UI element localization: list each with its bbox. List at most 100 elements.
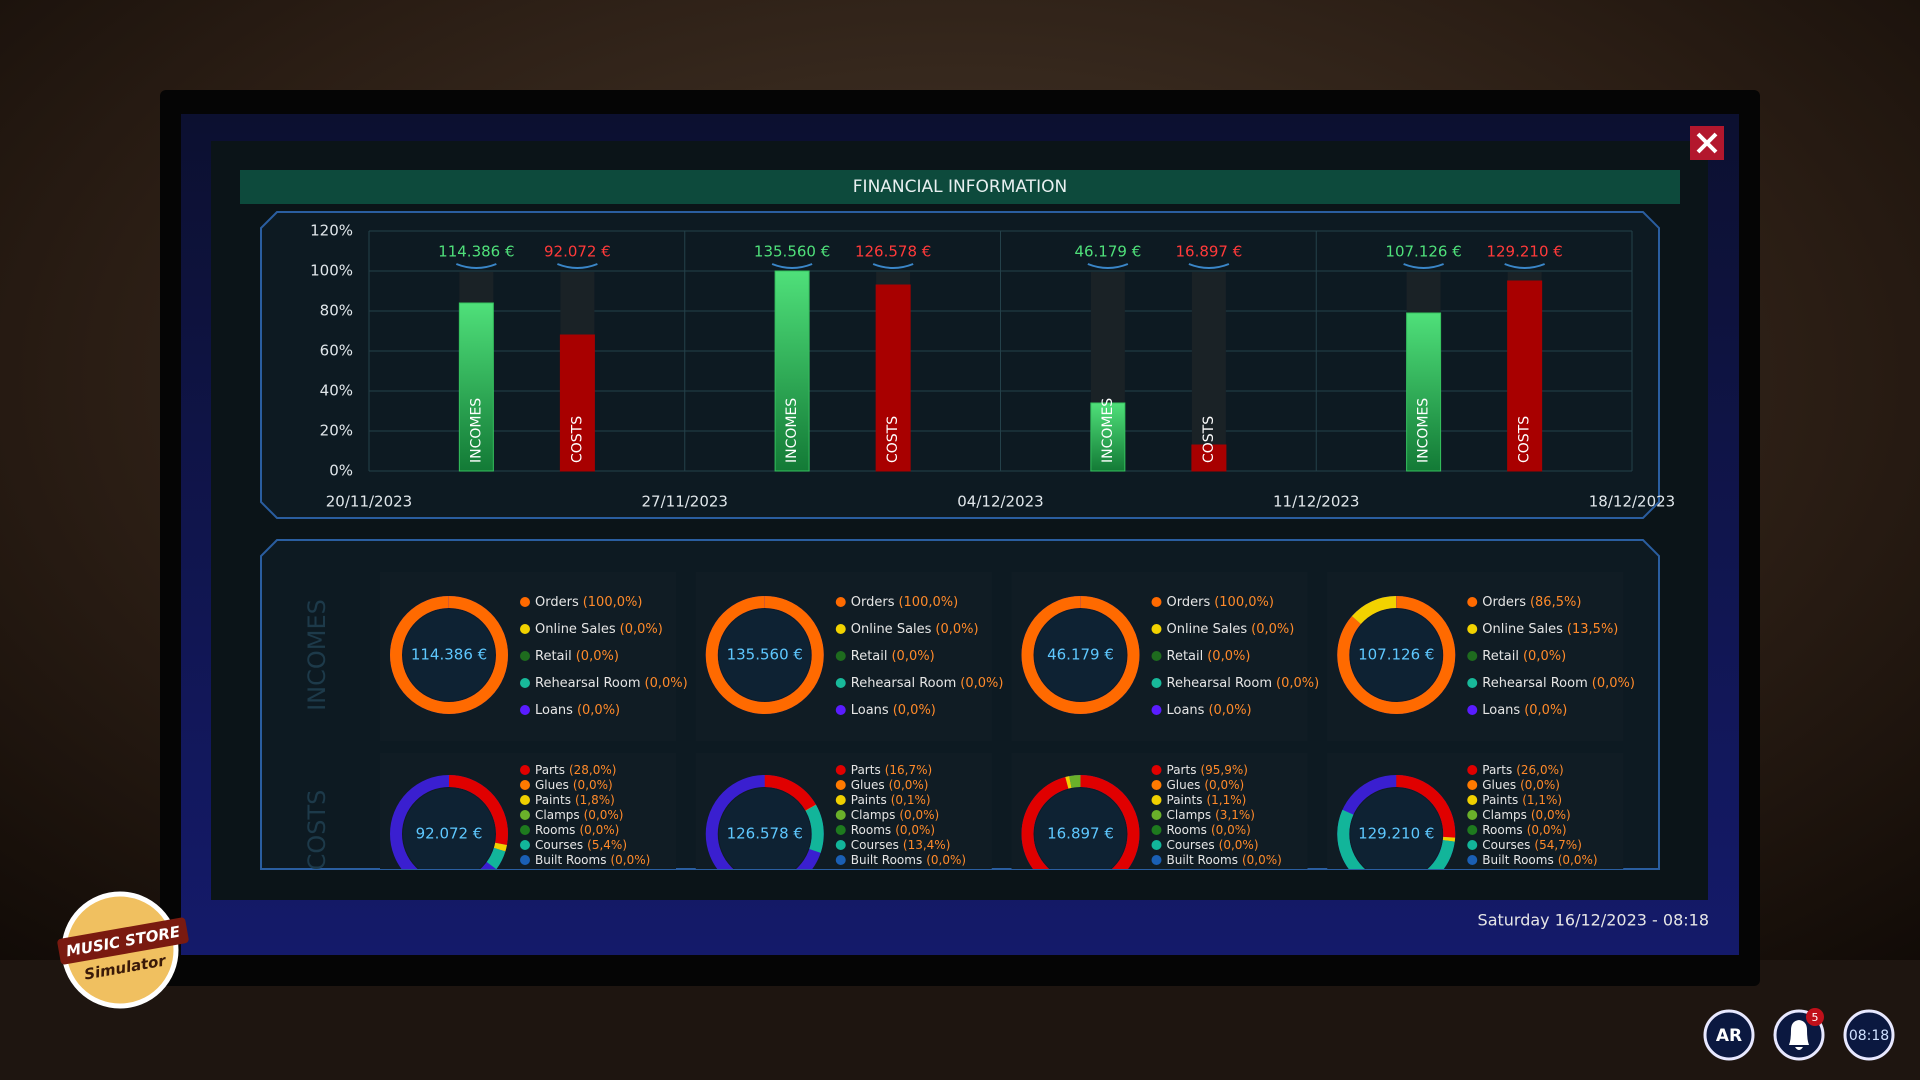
legend-name: Courses [1482, 838, 1530, 852]
legend-share: (13,4%) [903, 838, 950, 852]
x-tick-label: 04/12/2023 [957, 493, 1043, 511]
legend-name: Online Sales [851, 622, 932, 637]
legend-share: (1,1%) [1522, 793, 1562, 807]
legend-share: (0,1%) [891, 793, 931, 807]
costs-bar-label: COSTS [1517, 416, 1533, 463]
y-tick-label: 0% [329, 462, 353, 480]
y-tick-label: 60% [320, 342, 353, 360]
legend-dot [835, 855, 846, 865]
legend-entry: Rehearsal Room (0,0%) [851, 676, 1004, 691]
clock-button[interactable] [1843, 1009, 1895, 1061]
legend-name: Orders [535, 595, 579, 610]
x-tick-label: 27/11/2023 [642, 493, 728, 511]
header-bar [240, 170, 1680, 204]
legend-entry: Paints (1,1%) [1167, 793, 1247, 807]
legend-name: Loans [535, 703, 573, 718]
x-tick-label: 20/11/2023 [326, 493, 412, 511]
legend-share: (0,0%) [579, 823, 619, 837]
legend-dot [835, 705, 846, 715]
ar-label[interactable]: AR [1716, 1026, 1742, 1046]
incomes-bar [774, 270, 810, 472]
legend-name: Courses [1167, 838, 1215, 852]
legend-name: Loans [1167, 703, 1205, 718]
legend-share: (1,8%) [575, 793, 615, 807]
legend-entry: Built Rooms (0,0%) [535, 853, 650, 867]
legend-name: Parts [1167, 763, 1197, 777]
legend-share: (0,0%) [1592, 676, 1635, 691]
legend-share: (0,0%) [893, 703, 936, 718]
legend-entry: Rooms (0,0%) [1167, 823, 1251, 837]
close-button[interactable] [1690, 126, 1724, 160]
incomes-amount: 135.560 € [754, 243, 830, 261]
legend-entry: Loans (0,0%) [1167, 703, 1252, 718]
incomes-amount: 107.126 € [1385, 243, 1461, 261]
legend-dot [520, 810, 530, 820]
y-tick-label: 40% [320, 382, 353, 400]
legend-entry: Built Rooms (0,0%) [1482, 853, 1597, 867]
legend-entry: Orders (100,0%) [535, 595, 642, 610]
legend-entry: Orders (100,0%) [1167, 595, 1274, 610]
bell-icon[interactable] [1789, 1020, 1809, 1050]
legend-name: Online Sales [1167, 622, 1248, 637]
legend-dot [1151, 810, 1162, 820]
legend-dot [520, 705, 530, 715]
legend-entry: Clamps (0,0%) [535, 808, 623, 822]
legend-dot [1467, 678, 1478, 688]
x-tick-label: 11/12/2023 [1273, 493, 1359, 511]
legend-share: (0,0%) [620, 622, 663, 637]
legend-share: (0,0%) [573, 778, 613, 792]
legend-share: (0,0%) [1242, 853, 1282, 867]
legend-name: Built Rooms [1167, 853, 1238, 867]
donut-segment [705, 775, 824, 869]
legend-share: (0,0%) [1524, 703, 1567, 718]
incomes-bar [1090, 402, 1126, 472]
legend-name: Retail [1482, 649, 1519, 664]
legend-share: (0,0%) [899, 808, 939, 822]
legend-name: Paints [1167, 793, 1203, 807]
donut-segment [390, 596, 508, 714]
legend-name: Online Sales [1482, 622, 1563, 637]
costs-amount: 92.072 € [544, 243, 611, 261]
costs-amount: 129.210 € [1486, 243, 1562, 261]
y-tick-label: 120% [310, 222, 353, 240]
legend-name: Rehearsal Room [535, 676, 641, 691]
legend-share: (0,0%) [1251, 622, 1294, 637]
costs-total: 16.897 € [1047, 825, 1114, 843]
incomes-side-label: INCOMES [303, 599, 331, 711]
clock[interactable]: 08:18 [1849, 1028, 1889, 1044]
legend-share: (95,9%) [1200, 763, 1247, 777]
incomes-bar [458, 302, 494, 472]
legend-dot [1467, 765, 1478, 775]
ar-button[interactable] [1703, 1009, 1755, 1061]
donut-hole [1350, 609, 1443, 701]
legend-entry: Glues (0,0%) [1482, 778, 1560, 792]
close-icon[interactable] [1696, 132, 1718, 154]
incomes-amount: 114.386 € [438, 243, 514, 261]
incomes-bar-label: INCOMES [1416, 398, 1432, 463]
legend-share: (16,7%) [885, 763, 932, 777]
legend-share: (1,1%) [1206, 793, 1246, 807]
legend-entry: Glues (0,0%) [1167, 778, 1245, 792]
legend-entry: Clamps (0,0%) [1482, 808, 1570, 822]
donut-segment [705, 596, 824, 714]
legend-name: Loans [1482, 703, 1520, 718]
legend-dot [520, 825, 530, 835]
legend-name: Rehearsal Room [1482, 676, 1588, 691]
badge-count: 5 [1812, 1011, 1819, 1024]
legend-entry: Rooms (0,0%) [851, 823, 935, 837]
legend-name: Glues [535, 778, 569, 792]
legend-entry: Orders (100,0%) [851, 595, 958, 610]
incomes-bar-label: INCOMES [1100, 398, 1116, 463]
legend-dot [835, 840, 846, 850]
legend-dot [835, 651, 846, 661]
incomes-amount: 46.179 € [1074, 243, 1141, 261]
legend-entry: Paints (1,1%) [1482, 793, 1562, 807]
donut-segment [1337, 596, 1456, 714]
legend-share: (100,0%) [583, 595, 643, 610]
legend-entry: Rooms (0,0%) [1482, 823, 1566, 837]
legend-name: Paints [851, 793, 887, 807]
legend-entry: Glues (0,0%) [851, 778, 929, 792]
costs-bar [1191, 444, 1227, 472]
legend-share: (0,0%) [891, 649, 934, 664]
legend-share: (0,0%) [577, 703, 620, 718]
